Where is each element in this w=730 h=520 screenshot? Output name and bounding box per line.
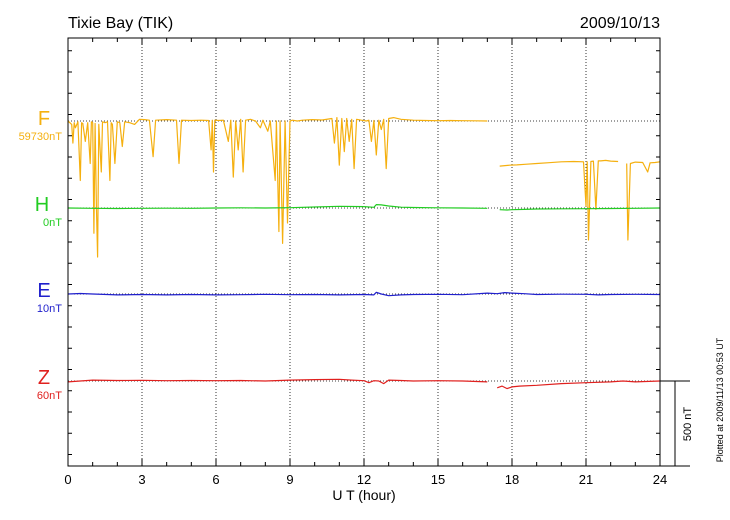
axis-ticks (67, 38, 661, 466)
panel-label-h: H 0nT (35, 194, 62, 229)
x-tick-label-21: 21 (579, 472, 593, 487)
panel-letter-h: H (35, 194, 49, 216)
panel-letter-e: E (37, 280, 50, 302)
panel-label-f: F 59730nT (19, 108, 63, 143)
scale-bar: 500 nT (660, 380, 694, 467)
x-tick-label-15: 15 (431, 472, 445, 487)
x-tick-label-24: 24 (653, 472, 667, 487)
x-tick-labels: 0 3 6 9 12 15 18 21 24 (64, 472, 667, 487)
series-layer (67, 117, 661, 390)
x-tick-label-0: 0 (64, 472, 71, 487)
x-tick-label-6: 6 (212, 472, 219, 487)
series-f-line (67, 117, 661, 258)
x-tick-label-12: 12 (357, 472, 371, 487)
x-tick-label-9: 9 (286, 472, 293, 487)
panel-letter-f: F (38, 108, 50, 130)
panel-label-z: Z 60nT (37, 367, 62, 402)
x-axis-label: U T (hour) (332, 487, 395, 503)
x-tick-label-3: 3 (138, 472, 145, 487)
chart-date: 2009/10/13 (580, 15, 660, 32)
plotted-note: Plotted at 2009/11/13 00:53 UT (715, 337, 725, 462)
x-tick-label-18: 18 (505, 472, 519, 487)
series-z-line (67, 378, 661, 390)
panel-letter-z: Z (38, 367, 50, 389)
panel-value-h: 0nT (43, 217, 62, 229)
scale-bar-label: 500 nT (682, 407, 694, 442)
grid-lines (68, 38, 660, 466)
panel-value-e: 10nT (37, 303, 62, 315)
series-e-line (67, 291, 661, 297)
chart-title: Tixie Bay (TIK) (68, 15, 173, 32)
panel-value-f: 59730nT (19, 131, 63, 143)
panel-label-e: E 10nT (37, 280, 62, 315)
series-h-line (67, 204, 661, 211)
panel-value-z: 60nT (37, 390, 62, 402)
